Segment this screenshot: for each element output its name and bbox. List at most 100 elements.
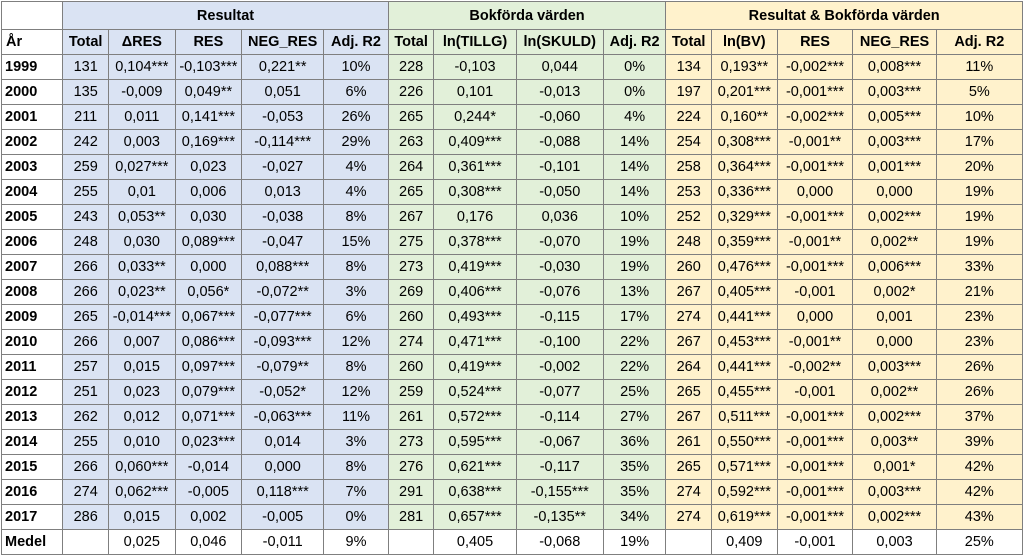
table-cell-total-resultat: 251: [62, 379, 110, 405]
table-cell-total-resultat: 274: [62, 479, 110, 505]
column-header-total-combined: Total: [665, 29, 713, 55]
table-cell-adj-r2-combined: 5%: [935, 79, 1024, 105]
table-cell-total-bokforda: 265: [387, 179, 435, 205]
mean-cell-total-combined: [665, 529, 713, 555]
table-cell-neg-res: 0,088***: [241, 254, 325, 280]
table-cell-neg-res: -0,027: [241, 154, 325, 180]
column-header-res: RES: [174, 29, 243, 55]
table-cell-total-bokforda: 273: [387, 254, 435, 280]
table-cell-ln-tillg: 0,409***: [433, 129, 517, 155]
table-cell-ln-bv: 0,571***: [711, 454, 778, 480]
table-cell-adj-r2-combined: 43%: [935, 504, 1024, 530]
mean-cell-res: 0,046: [174, 529, 243, 555]
mean-cell-total-bokforda: [387, 529, 435, 555]
table-cell-delta-res: 0,011: [108, 104, 176, 130]
table-cell-neg-res-combined: 0,003***: [852, 354, 937, 380]
table-cell-res-combined: -0,001: [776, 379, 854, 405]
table-cell-total-resultat: 131: [62, 54, 110, 80]
column-header-neg-res-combined: NEG_RES: [852, 29, 937, 55]
table-cell-res-combined: -0,002***: [776, 54, 854, 80]
table-cell-ln-skuld: -0,002: [515, 354, 604, 380]
table-cell-ln-bv: 0,405***: [711, 279, 778, 305]
table-cell-ln-tillg: 0,471***: [433, 329, 517, 355]
table-cell-total-combined: 264: [665, 354, 713, 380]
table-cell-res: -0,014: [174, 454, 243, 480]
table-cell-res: 0,023***: [174, 429, 243, 455]
column-header-ln-tillg: ln(TILLG): [433, 29, 517, 55]
table-cell-ln-skuld: -0,076: [515, 279, 604, 305]
table-cell-delta-res: 0,015: [108, 504, 176, 530]
table-cell-delta-res: 0,104***: [108, 54, 176, 80]
table-cell-neg-res-combined: 0,002***: [852, 404, 937, 430]
year-cell: 2015: [0, 454, 64, 480]
table-cell-ln-bv: 0,201***: [711, 79, 778, 105]
table-cell-res: 0,000: [174, 254, 243, 280]
table-cell-total-combined: 224: [665, 104, 713, 130]
table-cell-res-combined: 0,000: [776, 179, 854, 205]
column-header-neg-res: NEG_RES: [241, 29, 325, 55]
table-cell-delta-res: 0,010: [108, 429, 176, 455]
table-cell-res-combined: -0,001**: [776, 229, 854, 255]
table-cell-neg-res-combined: 0,001: [852, 304, 937, 330]
table-cell-total-combined: 252: [665, 204, 713, 230]
table-cell-res: 0,056*: [174, 279, 243, 305]
mean-cell-adj-r2-combined: 25%: [935, 529, 1024, 555]
table-cell-ln-tillg: 0,572***: [433, 404, 517, 430]
table-cell-neg-res-combined: 0,002***: [852, 504, 937, 530]
table-cell-ln-bv: 0,619***: [711, 504, 778, 530]
table-cell-delta-res: 0,015: [108, 354, 176, 380]
table-cell-delta-res: 0,01: [108, 179, 176, 205]
table-cell-res: 0,071***: [174, 404, 243, 430]
column-header-ln-skuld: ln(SKULD): [515, 29, 604, 55]
table-cell-adj-r2-resultat: 29%: [323, 129, 389, 155]
year-cell: 2006: [0, 229, 64, 255]
mean-cell-adj-r2-bokforda: 19%: [602, 529, 667, 555]
table-row: 2011 257 0,015 0,097*** -0,079** 8% 260 0,419**…: [0, 354, 1024, 380]
table-cell-ln-bv: 0,329***: [711, 204, 778, 230]
table-cell-total-bokforda: 267: [387, 204, 435, 230]
table-cell-ln-bv: 0,453***: [711, 329, 778, 355]
year-cell: 2001: [0, 104, 64, 130]
table-cell-ln-skuld: -0,050: [515, 179, 604, 205]
table-cell-ln-skuld: -0,135**: [515, 504, 604, 530]
table-cell-adj-r2-combined: 26%: [935, 354, 1024, 380]
table-cell-delta-res: 0,003: [108, 129, 176, 155]
table-cell-ln-skuld: -0,114: [515, 404, 604, 430]
table-cell-total-combined: 267: [665, 404, 713, 430]
table-cell-ln-skuld: -0,100: [515, 329, 604, 355]
table-row: 2005 243 0,053** 0,030 -0,038 8% 267 0,176 0,036…: [0, 204, 1024, 230]
table-cell-adj-r2-combined: 11%: [935, 54, 1024, 80]
table-cell-adj-r2-combined: 23%: [935, 329, 1024, 355]
table-cell-adj-r2-resultat: 6%: [323, 79, 389, 105]
table-cell-total-resultat: 262: [62, 404, 110, 430]
table-cell-adj-r2-bokforda: 19%: [602, 254, 667, 280]
table-row: 2014 255 0,010 0,023*** 0,014 3% 273 0,595*** -0…: [0, 429, 1024, 455]
table-row: 2006 248 0,030 0,089*** -0,047 15% 275 0,378***…: [0, 229, 1024, 255]
table-row: 2010 266 0,007 0,086*** -0,093*** 12% 274 0,471…: [0, 329, 1024, 355]
table-cell-res-combined: -0,002**: [776, 354, 854, 380]
year-cell: 2010: [0, 329, 64, 355]
table-cell-ln-skuld: -0,101: [515, 154, 604, 180]
table-cell-delta-res: 0,023: [108, 379, 176, 405]
table-cell-adj-r2-combined: 23%: [935, 304, 1024, 330]
table-cell-total-bokforda: 281: [387, 504, 435, 530]
table-cell-neg-res: 0,013: [241, 179, 325, 205]
table-cell-res-combined: 0,000: [776, 304, 854, 330]
table-cell-neg-res-combined: 0,002***: [852, 204, 937, 230]
table-cell-total-bokforda: 269: [387, 279, 435, 305]
table-cell-total-resultat: 266: [62, 279, 110, 305]
table-row: 2013 262 0,012 0,071*** -0,063*** 11% 261 0,572…: [0, 404, 1024, 430]
table-cell-ln-skuld: -0,088: [515, 129, 604, 155]
table-cell-res: 0,049**: [174, 79, 243, 105]
table-cell-adj-r2-bokforda: 14%: [602, 129, 667, 155]
table-cell-ln-tillg: 0,308***: [433, 179, 517, 205]
table-cell-adj-r2-resultat: 12%: [323, 329, 389, 355]
year-cell: 2011: [0, 354, 64, 380]
table-cell-adj-r2-resultat: 26%: [323, 104, 389, 130]
table-cell-total-resultat: 266: [62, 329, 110, 355]
table-cell-neg-res-combined: 0,008***: [852, 54, 937, 80]
table-cell-ln-skuld: -0,030: [515, 254, 604, 280]
table-cell-res-combined: -0,001***: [776, 254, 854, 280]
table-cell-total-bokforda: 276: [387, 454, 435, 480]
